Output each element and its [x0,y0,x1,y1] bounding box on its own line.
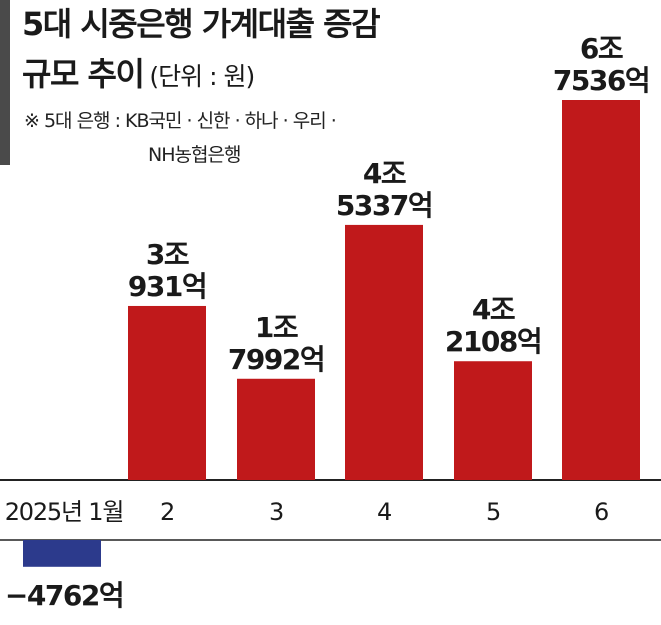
value-label-6-2: 7536억 [553,64,649,97]
chart-title-text: 규모 추이 [22,55,145,93]
x-tick-label-2: 2 [160,498,174,526]
x-tick-label-4: 4 [377,498,391,526]
bar-4 [345,224,423,480]
value-label-5-2: 2108억 [445,325,541,358]
value-label-2-1: 3조 [146,238,189,271]
value-label-4-1: 4조 [363,157,406,190]
bar-5 [454,361,532,480]
bar-1 [23,540,101,567]
unit-label: (단위 : 원) [149,62,255,91]
value-label-5-1: 4조 [472,293,515,326]
x-tick-label-3: 3 [269,498,283,526]
chart-title: 5대 시중은행 가계대출 증감 [22,5,381,43]
value-label-3-1: 1조 [255,311,298,344]
bank-note-continued: NH농협은행 [148,144,241,166]
title-accent-bar [0,0,10,165]
x-tick-label-1: 2025년 1월 [5,498,124,526]
bar-2 [128,305,206,480]
bar-3 [237,378,315,480]
x-tick-label-5: 5 [486,498,500,526]
value-label-4-2: 5337억 [336,189,432,222]
value-label-2-2: 931억 [128,270,206,303]
value-label-1-1: −4762억 [5,579,123,612]
bar-6 [562,100,640,480]
chart-title-line2: 규모 추이 (단위 : 원) [22,54,255,97]
x-tick-label-6: 6 [594,498,608,526]
value-label-6-1: 6조 [580,32,623,65]
bank-note: ※ 5대 은행 : KB국민 · 신한 · 하나 · 우리 · [24,110,337,132]
value-label-3-2: 7992억 [228,343,324,376]
